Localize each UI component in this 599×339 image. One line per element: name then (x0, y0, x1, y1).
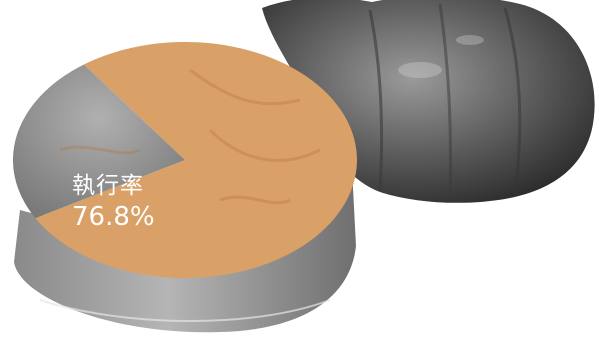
execution-rate-title: 執行率 (72, 173, 144, 199)
rim-highlight (39, 299, 331, 322)
pie-slices (12, 41, 357, 278)
pie-slice-executed (35, 41, 357, 278)
execution-rate-label: 執行率 76.8% (72, 172, 155, 233)
execution-rate-value: 76.8% (72, 201, 155, 232)
flesh-texture (59, 68, 321, 205)
pie-slice-remaining (12, 64, 186, 219)
